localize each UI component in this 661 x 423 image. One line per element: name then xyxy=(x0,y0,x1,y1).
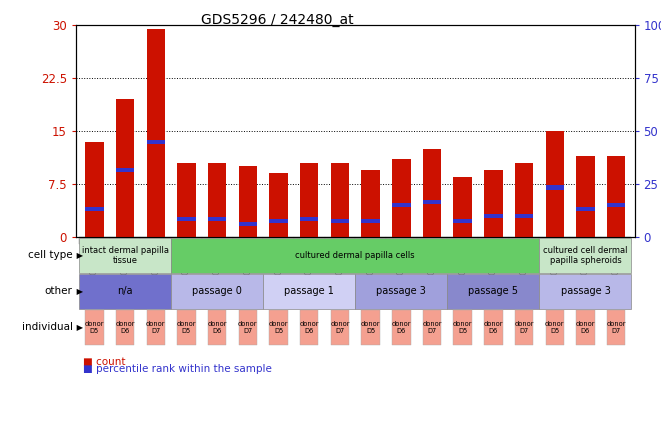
Text: ▶: ▶ xyxy=(74,287,83,296)
Text: donor
D7: donor D7 xyxy=(606,321,626,334)
FancyBboxPatch shape xyxy=(202,237,233,244)
Text: cultured dermal papilla cells: cultured dermal papilla cells xyxy=(295,251,415,260)
Text: ■ count: ■ count xyxy=(83,357,125,367)
Bar xyxy=(392,203,410,207)
Bar xyxy=(453,219,472,223)
Bar xyxy=(177,217,196,221)
Text: donor
D6: donor D6 xyxy=(391,321,411,334)
Bar xyxy=(423,200,441,204)
Text: passage 0: passage 0 xyxy=(192,286,242,297)
FancyBboxPatch shape xyxy=(79,237,110,244)
FancyBboxPatch shape xyxy=(171,237,202,244)
Text: donor
D7: donor D7 xyxy=(330,321,350,334)
Text: donor
D6: donor D6 xyxy=(576,321,595,334)
FancyBboxPatch shape xyxy=(263,237,294,244)
Text: n/a: n/a xyxy=(118,286,133,297)
Text: cell type: cell type xyxy=(28,250,73,261)
FancyBboxPatch shape xyxy=(140,237,171,244)
Text: donor
D5: donor D5 xyxy=(453,321,473,334)
Text: donor
D5: donor D5 xyxy=(361,321,380,334)
Bar xyxy=(362,170,380,237)
Bar xyxy=(392,159,410,237)
Bar xyxy=(208,217,226,221)
FancyBboxPatch shape xyxy=(447,237,478,244)
Bar xyxy=(85,206,104,211)
Bar xyxy=(330,219,349,223)
Text: donor
D5: donor D5 xyxy=(269,321,288,334)
Bar xyxy=(239,166,257,237)
Bar xyxy=(607,203,625,207)
Bar xyxy=(607,156,625,237)
Text: donor
D7: donor D7 xyxy=(146,321,165,334)
Bar xyxy=(545,185,564,190)
Bar xyxy=(362,219,380,223)
Text: ▶: ▶ xyxy=(74,251,83,260)
Text: passage 3: passage 3 xyxy=(561,286,610,297)
Bar xyxy=(85,142,104,237)
Text: donor
D5: donor D5 xyxy=(545,321,564,334)
Bar xyxy=(515,163,533,237)
FancyBboxPatch shape xyxy=(386,237,416,244)
FancyBboxPatch shape xyxy=(325,237,355,244)
Text: donor
D7: donor D7 xyxy=(422,321,442,334)
Bar xyxy=(270,219,288,223)
Text: passage 3: passage 3 xyxy=(376,286,426,297)
Bar xyxy=(515,214,533,218)
Bar xyxy=(300,217,319,221)
FancyBboxPatch shape xyxy=(355,237,386,244)
Bar xyxy=(270,173,288,237)
FancyBboxPatch shape xyxy=(416,237,447,244)
Text: GDS5296 / 242480_at: GDS5296 / 242480_at xyxy=(202,13,354,27)
Text: donor
D5: donor D5 xyxy=(176,321,196,334)
Text: ▶: ▶ xyxy=(74,323,83,332)
FancyBboxPatch shape xyxy=(539,237,570,244)
Text: donor
D7: donor D7 xyxy=(238,321,258,334)
Bar xyxy=(545,131,564,237)
FancyBboxPatch shape xyxy=(110,237,140,244)
Bar xyxy=(147,29,165,237)
FancyBboxPatch shape xyxy=(601,237,631,244)
Bar xyxy=(576,156,595,237)
Bar xyxy=(300,163,319,237)
Bar xyxy=(484,214,502,218)
Bar xyxy=(484,170,502,237)
Text: passage 1: passage 1 xyxy=(284,286,334,297)
Text: cultured cell dermal
papilla spheroids: cultured cell dermal papilla spheroids xyxy=(543,246,628,265)
FancyBboxPatch shape xyxy=(570,237,601,244)
Bar xyxy=(177,163,196,237)
FancyBboxPatch shape xyxy=(478,237,509,244)
Text: donor
D6: donor D6 xyxy=(484,321,503,334)
Text: donor
D5: donor D5 xyxy=(85,321,104,334)
Bar xyxy=(147,140,165,144)
Bar xyxy=(208,163,226,237)
Text: individual: individual xyxy=(22,322,73,332)
Bar xyxy=(576,206,595,211)
Bar xyxy=(116,99,134,237)
FancyBboxPatch shape xyxy=(509,237,539,244)
Text: donor
D7: donor D7 xyxy=(514,321,534,334)
Text: ■ percentile rank within the sample: ■ percentile rank within the sample xyxy=(83,364,272,374)
FancyBboxPatch shape xyxy=(233,237,263,244)
Text: donor
D6: donor D6 xyxy=(208,321,227,334)
Text: intact dermal papilla
tissue: intact dermal papilla tissue xyxy=(81,246,169,265)
Text: other: other xyxy=(45,286,73,297)
Bar xyxy=(330,163,349,237)
Text: passage 5: passage 5 xyxy=(469,286,518,297)
Bar xyxy=(116,168,134,172)
Text: donor
D6: donor D6 xyxy=(299,321,319,334)
Bar xyxy=(239,222,257,226)
FancyBboxPatch shape xyxy=(294,237,325,244)
Bar xyxy=(453,177,472,237)
Bar xyxy=(423,149,441,237)
Text: donor
D6: donor D6 xyxy=(116,321,135,334)
